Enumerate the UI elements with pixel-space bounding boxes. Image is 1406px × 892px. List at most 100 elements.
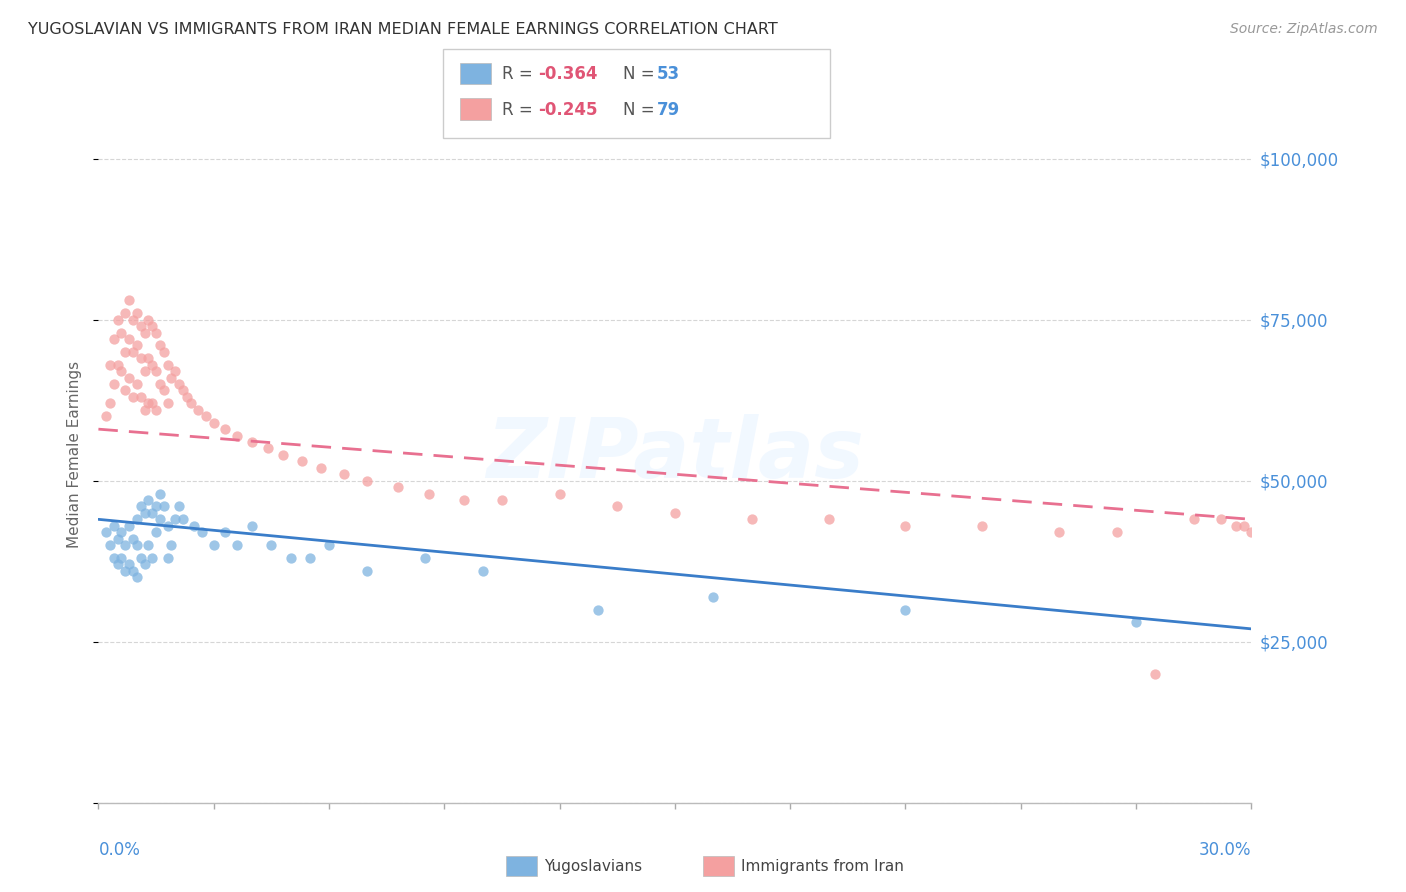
Point (94, 409, 117, 424)
Text: 53: 53 (657, 65, 679, 83)
Point (129, 319, 152, 334)
Point (134, 326, 156, 340)
Point (152, 344, 174, 359)
Point (118, 293, 141, 308)
Point (972, 518, 994, 533)
Point (387, 480, 409, 494)
Point (1209, 512, 1232, 526)
Point (356, 564, 378, 578)
Point (214, 525, 236, 540)
Point (118, 332, 141, 346)
Text: YUGOSLAVIAN VS IMMIGRANTS FROM IRAN MEDIAN FEMALE EARNINGS CORRELATION CHART: YUGOSLAVIAN VS IMMIGRANTS FROM IRAN MEDI… (28, 22, 778, 37)
Point (141, 551, 163, 566)
Point (114, 344, 136, 359)
Point (191, 525, 214, 540)
Point (122, 532, 145, 546)
Point (129, 500, 152, 514)
Point (125, 512, 148, 526)
Point (141, 319, 163, 334)
Point (103, 551, 125, 566)
Point (138, 396, 160, 410)
Point (156, 518, 179, 533)
Point (125, 377, 148, 392)
Text: 0.0%: 0.0% (98, 841, 141, 859)
Point (165, 512, 187, 526)
Point (118, 370, 141, 384)
Point (125, 538, 148, 552)
Point (107, 532, 129, 546)
Point (138, 312, 160, 326)
Point (1182, 512, 1205, 526)
Point (172, 384, 194, 398)
Point (318, 538, 340, 552)
Y-axis label: Median Female Earnings: Median Female Earnings (67, 361, 83, 549)
Point (118, 518, 141, 533)
Point (129, 351, 152, 366)
Point (152, 384, 174, 398)
Point (149, 486, 172, 500)
Point (114, 306, 136, 320)
Point (114, 384, 136, 398)
Point (94, 525, 117, 540)
Point (356, 474, 378, 488)
Point (1240, 525, 1263, 540)
Point (176, 390, 198, 404)
Point (114, 564, 136, 578)
Point (1233, 518, 1256, 533)
Point (702, 590, 724, 604)
Point (145, 364, 167, 378)
Point (103, 518, 125, 533)
Point (1105, 525, 1128, 540)
Point (172, 512, 194, 526)
Text: R =: R = (502, 65, 538, 83)
Point (107, 558, 129, 572)
Point (122, 312, 145, 326)
Point (103, 377, 125, 392)
Point (183, 518, 205, 533)
Point (110, 525, 132, 540)
Point (180, 396, 202, 410)
Point (149, 338, 172, 352)
Point (586, 602, 609, 616)
Point (298, 551, 321, 566)
Point (110, 326, 132, 340)
Point (98, 396, 121, 410)
Point (202, 538, 225, 552)
Point (214, 422, 236, 436)
Text: 79: 79 (657, 101, 681, 119)
Text: N =: N = (623, 65, 659, 83)
Point (98, 358, 121, 372)
Text: Immigrants from Iran: Immigrants from Iran (741, 859, 904, 873)
Point (141, 396, 163, 410)
Point (138, 493, 160, 508)
Point (107, 312, 129, 326)
Point (156, 396, 179, 410)
Point (291, 454, 314, 468)
Point (125, 306, 148, 320)
Point (103, 332, 125, 346)
Point (202, 416, 225, 430)
Text: Source: ZipAtlas.com: Source: ZipAtlas.com (1230, 22, 1378, 37)
Point (240, 435, 263, 450)
Point (149, 377, 172, 392)
Point (141, 506, 163, 520)
Text: N =: N = (623, 101, 659, 119)
Point (138, 351, 160, 366)
Point (129, 551, 152, 566)
Text: R =: R = (502, 101, 538, 119)
Point (134, 558, 156, 572)
Point (156, 551, 179, 566)
Point (125, 338, 148, 352)
Point (280, 551, 302, 566)
Point (141, 358, 163, 372)
Point (134, 402, 156, 417)
Point (125, 570, 148, 584)
Point (1125, 615, 1147, 630)
Point (145, 402, 167, 417)
Point (114, 538, 136, 552)
Point (333, 467, 356, 482)
Text: Yugoslavians: Yugoslavians (544, 859, 643, 873)
Point (160, 538, 183, 552)
Point (167, 377, 190, 392)
Point (160, 370, 183, 384)
